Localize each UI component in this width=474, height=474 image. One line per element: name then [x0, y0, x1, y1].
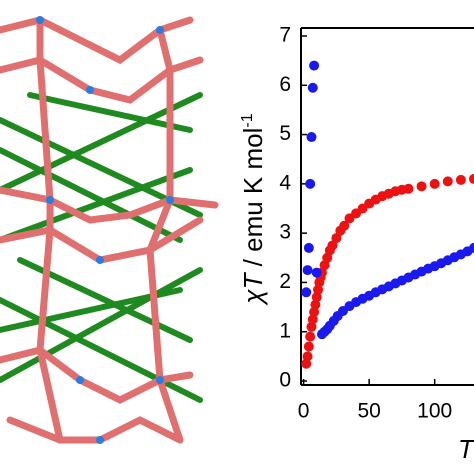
bond: [0, 16, 194, 65]
pink-network: [0, 16, 219, 444]
bond: [6, 416, 184, 444]
bond: [0, 56, 204, 104]
green-rods: [0, 92, 203, 403]
atom: [96, 436, 104, 444]
data-point: [313, 284, 324, 295]
data-point: [306, 132, 317, 143]
y-tick-label: 3: [279, 221, 291, 244]
data-point: [305, 178, 316, 189]
data-point: [416, 181, 427, 192]
atom: [86, 86, 94, 94]
y-tick-label: 5: [279, 122, 291, 145]
y-tick-label: 4: [279, 171, 291, 194]
data-point: [302, 351, 313, 362]
atom: [46, 196, 54, 204]
y-label-text: / emu K mol: [238, 128, 268, 274]
x-tick-label: 0: [298, 400, 310, 423]
atom: [96, 256, 104, 264]
data-point: [305, 331, 316, 342]
y-label-symbol: χT: [238, 271, 268, 305]
bond: [146, 26, 184, 444]
atom: [156, 26, 164, 34]
data-point: [403, 183, 414, 194]
crystal-structure: [0, 16, 219, 444]
bond: [0, 346, 194, 404]
x-tick-label: 50: [357, 400, 380, 423]
data-point: [331, 233, 342, 244]
rod: [0, 267, 203, 383]
data-point: [303, 341, 314, 352]
data-point: [455, 174, 466, 185]
data-point: [309, 60, 320, 71]
data-point: [327, 240, 338, 251]
rod: [0, 167, 193, 243]
rod: [0, 147, 183, 243]
data-point: [309, 307, 320, 317]
atom: [166, 196, 174, 204]
data-point: [306, 321, 317, 332]
rod: [27, 92, 193, 133]
atom: [156, 376, 164, 384]
bond: [0, 186, 219, 224]
data-point: [469, 242, 474, 253]
data-point: [301, 287, 312, 298]
y-tick-label: 6: [279, 73, 291, 96]
data-point: [442, 176, 453, 187]
y-tick-label: 2: [279, 270, 291, 293]
rod: [0, 297, 203, 403]
y-label-sup: -1: [239, 113, 256, 127]
y-tick-label: 1: [279, 319, 291, 342]
data-point: [303, 242, 314, 253]
atom: [36, 16, 44, 24]
plot: 0 1 2 3 4 5 6 7 0 50 100 χT / emu K mol-1 T: [238, 24, 474, 464]
data-point: [469, 173, 474, 184]
y-tick-label: 7: [279, 24, 291, 47]
atoms: [36, 16, 174, 444]
data-point: [310, 299, 321, 310]
data-point: [311, 292, 322, 303]
data-point: [429, 178, 440, 189]
y-axis-label: χT / emu K mol-1: [238, 113, 268, 305]
data-point: [302, 265, 313, 276]
x-axis-label: T: [458, 434, 474, 464]
bond: [36, 16, 64, 444]
y-tick-label: 0: [279, 369, 291, 392]
data-point: [307, 314, 318, 325]
data-point: [301, 358, 312, 369]
x-tick-label: 100: [417, 400, 452, 423]
data-point: [339, 220, 350, 231]
data-point: [311, 267, 322, 278]
atom: [76, 376, 84, 384]
data-point: [307, 82, 318, 93]
